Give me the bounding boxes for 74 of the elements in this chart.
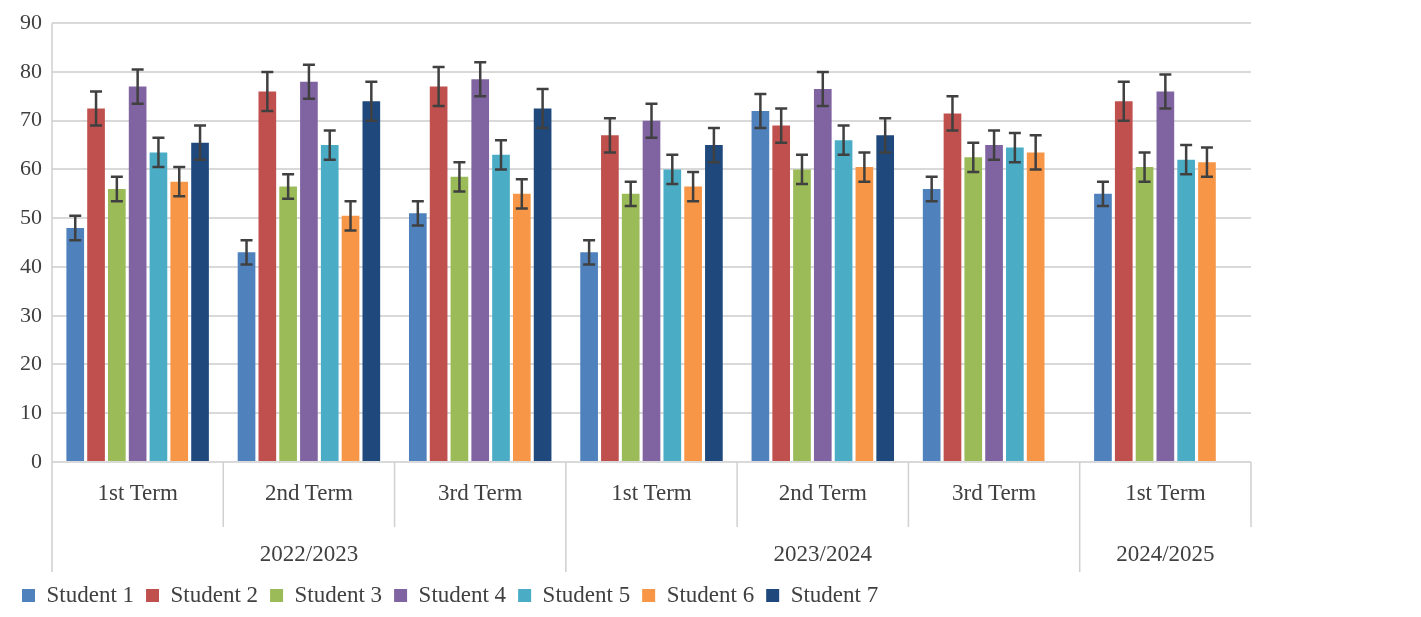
bar [450,176,469,461]
text: 2024/2025 [1116,541,1215,567]
bar [362,101,381,461]
legend-label: Student 7 [790,581,879,607]
bar [66,227,85,461]
x-tick-label: 1st Term [1125,479,1206,505]
y-tick-label: 80 [20,57,42,83]
bar [87,108,105,461]
bar [580,252,598,461]
bar [300,81,318,461]
bar [492,154,510,461]
legend-label: Student 4 [418,581,507,607]
y-tick-label: 0 [31,447,42,473]
bar [408,213,427,461]
y-tick-label: 20 [20,350,42,376]
bar [191,142,209,461]
y-tick-label: 60 [20,155,42,181]
bar [1114,101,1133,461]
y-tick-label: 70 [20,106,42,132]
bar [621,193,640,461]
y-tick-label: 40 [20,252,42,278]
bar [533,108,552,461]
x-tick-label: 3rd Term [951,479,1037,505]
x-tick-label: 3rd Term [438,479,523,505]
text: 2023/2024 [773,541,873,567]
x-tick-label: 1st Term [611,479,692,505]
bar [705,145,723,461]
bar [964,157,983,461]
bar [1026,152,1045,461]
bar [876,135,895,461]
legend-label: Student 5 [542,581,631,607]
bar [170,181,189,461]
x-tick-label: 2nd Term [778,479,867,505]
bar [772,125,791,461]
legend-label: Student 6 [666,581,755,607]
bar [793,169,811,461]
text: 2022/2023 [259,541,359,567]
bar [751,110,770,461]
x-tick-label: 1st Term [97,479,178,505]
bar [943,113,962,461]
bar [663,169,682,461]
legend-label: Student 3 [294,581,383,607]
bar [1006,147,1024,461]
y-tick-label: 30 [20,301,42,327]
bar [1198,162,1216,461]
bar [1135,167,1154,461]
bar [429,86,448,461]
y-tick-label: 90 [20,8,42,34]
bar [1156,91,1175,461]
bar [922,188,941,461]
bar [237,252,256,461]
bar [813,89,832,461]
bar [855,167,874,461]
bar [1094,193,1112,461]
x-tick-label: 2nd Term [264,479,354,505]
bar [128,86,147,461]
bar [601,135,619,461]
bar [258,91,277,461]
bar [1177,159,1195,461]
bar [320,145,339,461]
bar [149,152,168,461]
bar [108,188,126,461]
bar [642,120,661,461]
bar [471,79,490,461]
bar [512,193,531,461]
bar [985,145,1003,461]
bar [279,186,297,461]
bar [684,186,702,461]
y-tick-label: 10 [20,399,42,425]
bar [834,140,853,461]
legend-label: Student 2 [170,581,259,607]
bar [341,215,360,461]
y-tick-label: 50 [20,204,42,229]
legend-label: Student 1 [46,581,135,607]
